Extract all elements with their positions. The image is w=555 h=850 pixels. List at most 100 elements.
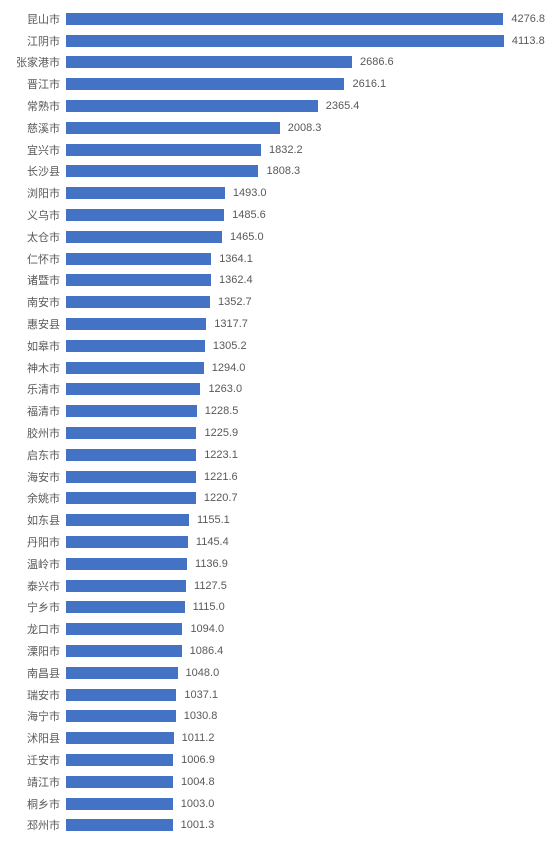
value-label: 1006.9 (181, 754, 215, 766)
value-label: 1294.0 (212, 362, 246, 374)
bar (66, 492, 196, 504)
value-label: 2616.1 (352, 78, 386, 90)
bar (66, 514, 189, 526)
bar-row: 神木市1294.0 (0, 357, 545, 379)
bar-area: 1003.0 (66, 793, 545, 815)
category-label: 溧阳市 (0, 643, 66, 659)
value-label: 1485.6 (232, 209, 266, 221)
bar-row: 长沙县1808.3 (0, 161, 545, 183)
bar-row: 余姚市 1220.7 (0, 488, 545, 510)
category-label: 龙口市 (0, 621, 66, 637)
value-label: 4276.8 (511, 13, 545, 25)
bar (66, 536, 188, 548)
category-label: 太仓市 (0, 229, 66, 245)
category-label: 沭阳县 (0, 730, 66, 746)
category-label: 余姚市 (0, 490, 66, 506)
bar-row: 福清市1228.5 (0, 400, 545, 422)
category-label: 胶州市 (0, 425, 66, 441)
bar-area: 1006.9 (66, 749, 545, 771)
bar-row: 太仓市1465.0 (0, 226, 545, 248)
bar (66, 122, 280, 134)
value-label: 1094.0 (190, 623, 224, 635)
value-label: 1220.7 (204, 492, 238, 504)
bar (66, 231, 222, 243)
bar (66, 667, 178, 679)
bar-area: 1001.3 (66, 814, 545, 836)
bar (66, 383, 200, 395)
category-label: 江阴市 (0, 33, 66, 49)
bar (66, 274, 211, 286)
bar-area: 1808.3 (66, 161, 545, 183)
value-label: 1048.0 (186, 667, 220, 679)
bar-row: 昆山市4276.8 (0, 8, 545, 30)
bar-row: 靖江市1004.8 (0, 771, 545, 793)
bar-row: 启东市 1223.1 (0, 444, 545, 466)
category-label: 浏阳市 (0, 185, 66, 201)
value-label: 1223.1 (204, 449, 238, 461)
value-label: 1115.0 (193, 601, 225, 613)
value-label: 1030.8 (184, 710, 218, 722)
bar-area: 1317.7 (66, 313, 545, 335)
bar-area: 1223.1 (66, 444, 545, 466)
bar (66, 732, 174, 744)
category-label: 迁安市 (0, 752, 66, 768)
bar-row: 如皋市1305.2 (0, 335, 545, 357)
bar-area: 1094.0 (66, 618, 545, 640)
bar (66, 819, 173, 831)
category-label: 如东县 (0, 512, 66, 528)
value-label: 1221.6 (204, 471, 238, 483)
category-label: 晋江市 (0, 76, 66, 92)
category-label: 南昌县 (0, 665, 66, 681)
value-label: 1305.2 (213, 340, 247, 352)
bar-area: 1145.4 (66, 531, 545, 553)
bar (66, 144, 261, 156)
bar (66, 362, 204, 374)
bar-row: 温岭市1136.9 (0, 553, 545, 575)
bar (66, 35, 504, 47)
value-label: 1352.7 (218, 296, 252, 308)
category-label: 张家港市 (0, 54, 66, 70)
value-label: 1037.1 (184, 689, 218, 701)
bar-area: 1048.0 (66, 662, 545, 684)
bar-area: 1011.2 (66, 727, 545, 749)
value-label: 4113.8 (512, 35, 545, 47)
bar-area: 2686.6 (66, 52, 545, 74)
value-label: 1136.9 (195, 558, 228, 570)
value-label: 2008.3 (288, 122, 322, 134)
bar-row: 溧阳市1086.4 (0, 640, 545, 662)
bar (66, 296, 210, 308)
bar (66, 187, 225, 199)
bar-row: 丹阳市1145.4 (0, 531, 545, 553)
bar (66, 13, 503, 25)
bar-area: 4113.8 (66, 30, 545, 52)
bar-row: 诸暨市1362.4 (0, 270, 545, 292)
category-label: 常熟市 (0, 98, 66, 114)
bar (66, 100, 318, 112)
bar-row: 迁安市 1006.9 (0, 749, 545, 771)
bar (66, 558, 187, 570)
bar-area: 1086.4 (66, 640, 545, 662)
value-label: 1004.8 (181, 776, 215, 788)
value-label: 1145.4 (196, 536, 229, 548)
bar-row: 龙口市 1094.0 (0, 618, 545, 640)
bar (66, 318, 206, 330)
bar-area: 1364.1 (66, 248, 545, 270)
bar (66, 776, 173, 788)
bar-area: 1004.8 (66, 771, 545, 793)
category-label: 慈溪市 (0, 120, 66, 136)
category-label: 海安市 (0, 469, 66, 485)
bar (66, 405, 197, 417)
bar-area: 1037.1 (66, 684, 545, 706)
bar-row: 常熟市2365.4 (0, 95, 545, 117)
value-label: 1263.0 (208, 383, 242, 395)
bar-area: 1465.0 (66, 226, 545, 248)
category-label: 启东市 (0, 447, 66, 463)
bar (66, 56, 352, 68)
bar-area: 1352.7 (66, 291, 545, 313)
bar-row: 宁乡市1115.0 (0, 597, 545, 619)
bar-row: 胶州市1225.9 (0, 422, 545, 444)
bar (66, 449, 196, 461)
bar-area: 1115.0 (66, 597, 545, 619)
horizontal-bar-chart: 昆山市4276.8 江阴市 4113.8 张家港市2686.6晋江市 2616.1 常熟市… (0, 0, 555, 844)
bar-area: 1228.5 (66, 400, 545, 422)
